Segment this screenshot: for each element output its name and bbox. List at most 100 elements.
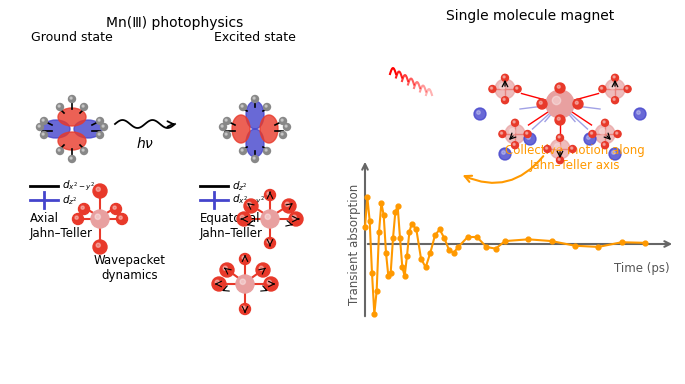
Circle shape [68, 96, 75, 103]
Circle shape [223, 131, 230, 139]
Circle shape [56, 147, 64, 154]
Point [371, 288, 382, 294]
Circle shape [537, 99, 547, 109]
Circle shape [58, 149, 60, 151]
Circle shape [241, 149, 243, 151]
Circle shape [241, 105, 243, 107]
Circle shape [70, 157, 72, 159]
Point [362, 194, 373, 200]
Circle shape [558, 85, 560, 88]
Circle shape [524, 131, 531, 137]
Circle shape [513, 143, 515, 146]
Circle shape [102, 125, 104, 127]
Point [429, 232, 440, 238]
Ellipse shape [58, 108, 86, 126]
Circle shape [499, 83, 506, 89]
Point [401, 253, 412, 259]
Point [569, 243, 580, 249]
Circle shape [599, 129, 606, 134]
Text: $d_{z^2}$: $d_{z^2}$ [62, 193, 77, 207]
Circle shape [601, 142, 608, 149]
Circle shape [556, 134, 564, 141]
Circle shape [586, 136, 590, 139]
Circle shape [267, 280, 271, 284]
Circle shape [513, 121, 515, 123]
Ellipse shape [232, 115, 250, 143]
Circle shape [292, 215, 297, 219]
Circle shape [56, 104, 64, 111]
Point [364, 218, 375, 224]
Circle shape [225, 133, 227, 135]
Circle shape [256, 263, 270, 277]
Circle shape [240, 147, 247, 154]
Text: Collective motion along
Jahn–Teller axis: Collective motion along Jahn–Teller axis [505, 144, 645, 172]
Circle shape [42, 119, 44, 121]
Circle shape [101, 124, 108, 131]
Circle shape [499, 148, 511, 160]
Circle shape [285, 125, 287, 127]
Circle shape [240, 253, 251, 265]
Circle shape [501, 132, 503, 134]
Circle shape [38, 125, 40, 127]
Circle shape [98, 133, 100, 135]
Circle shape [247, 202, 251, 206]
Circle shape [556, 157, 564, 164]
Point [366, 270, 377, 276]
Circle shape [113, 206, 116, 209]
Circle shape [264, 104, 271, 111]
Circle shape [242, 306, 245, 309]
Circle shape [552, 96, 561, 105]
Circle shape [516, 87, 518, 89]
Text: Ground state: Ground state [31, 31, 113, 44]
Point [439, 235, 450, 241]
Circle shape [242, 256, 245, 259]
Circle shape [558, 117, 560, 120]
Circle shape [613, 76, 615, 78]
Circle shape [495, 79, 515, 99]
Circle shape [264, 147, 271, 154]
Circle shape [545, 147, 547, 149]
Text: Equatorial
Jahn–Teller: Equatorial Jahn–Teller [200, 212, 263, 240]
Circle shape [219, 124, 227, 131]
Circle shape [489, 86, 496, 93]
Circle shape [510, 129, 516, 134]
Point [385, 270, 396, 276]
Circle shape [261, 210, 279, 228]
Text: Single molecule magnet: Single molecule magnet [446, 9, 614, 23]
Circle shape [605, 79, 625, 99]
Circle shape [599, 86, 606, 93]
Circle shape [79, 204, 90, 215]
Circle shape [546, 90, 574, 118]
Circle shape [253, 97, 256, 99]
Circle shape [96, 187, 100, 191]
Circle shape [244, 199, 258, 213]
Circle shape [73, 214, 84, 225]
Circle shape [505, 124, 525, 144]
Circle shape [569, 146, 576, 152]
Point [523, 236, 534, 242]
Circle shape [267, 192, 271, 195]
Circle shape [544, 146, 551, 152]
Circle shape [590, 132, 593, 134]
Circle shape [42, 133, 44, 135]
Point [416, 255, 427, 262]
Point [471, 234, 482, 240]
Circle shape [36, 124, 44, 131]
Circle shape [490, 87, 493, 89]
Circle shape [264, 237, 275, 248]
Circle shape [279, 118, 286, 124]
Circle shape [601, 87, 603, 89]
Circle shape [503, 98, 505, 100]
Circle shape [236, 275, 254, 293]
Circle shape [512, 142, 519, 149]
Point [420, 264, 431, 270]
Circle shape [539, 101, 543, 104]
Circle shape [82, 149, 84, 151]
Circle shape [264, 189, 275, 200]
Circle shape [215, 280, 219, 284]
Circle shape [503, 76, 505, 78]
Circle shape [70, 97, 72, 99]
Circle shape [555, 115, 565, 125]
Point [411, 226, 422, 232]
Point [404, 229, 415, 235]
